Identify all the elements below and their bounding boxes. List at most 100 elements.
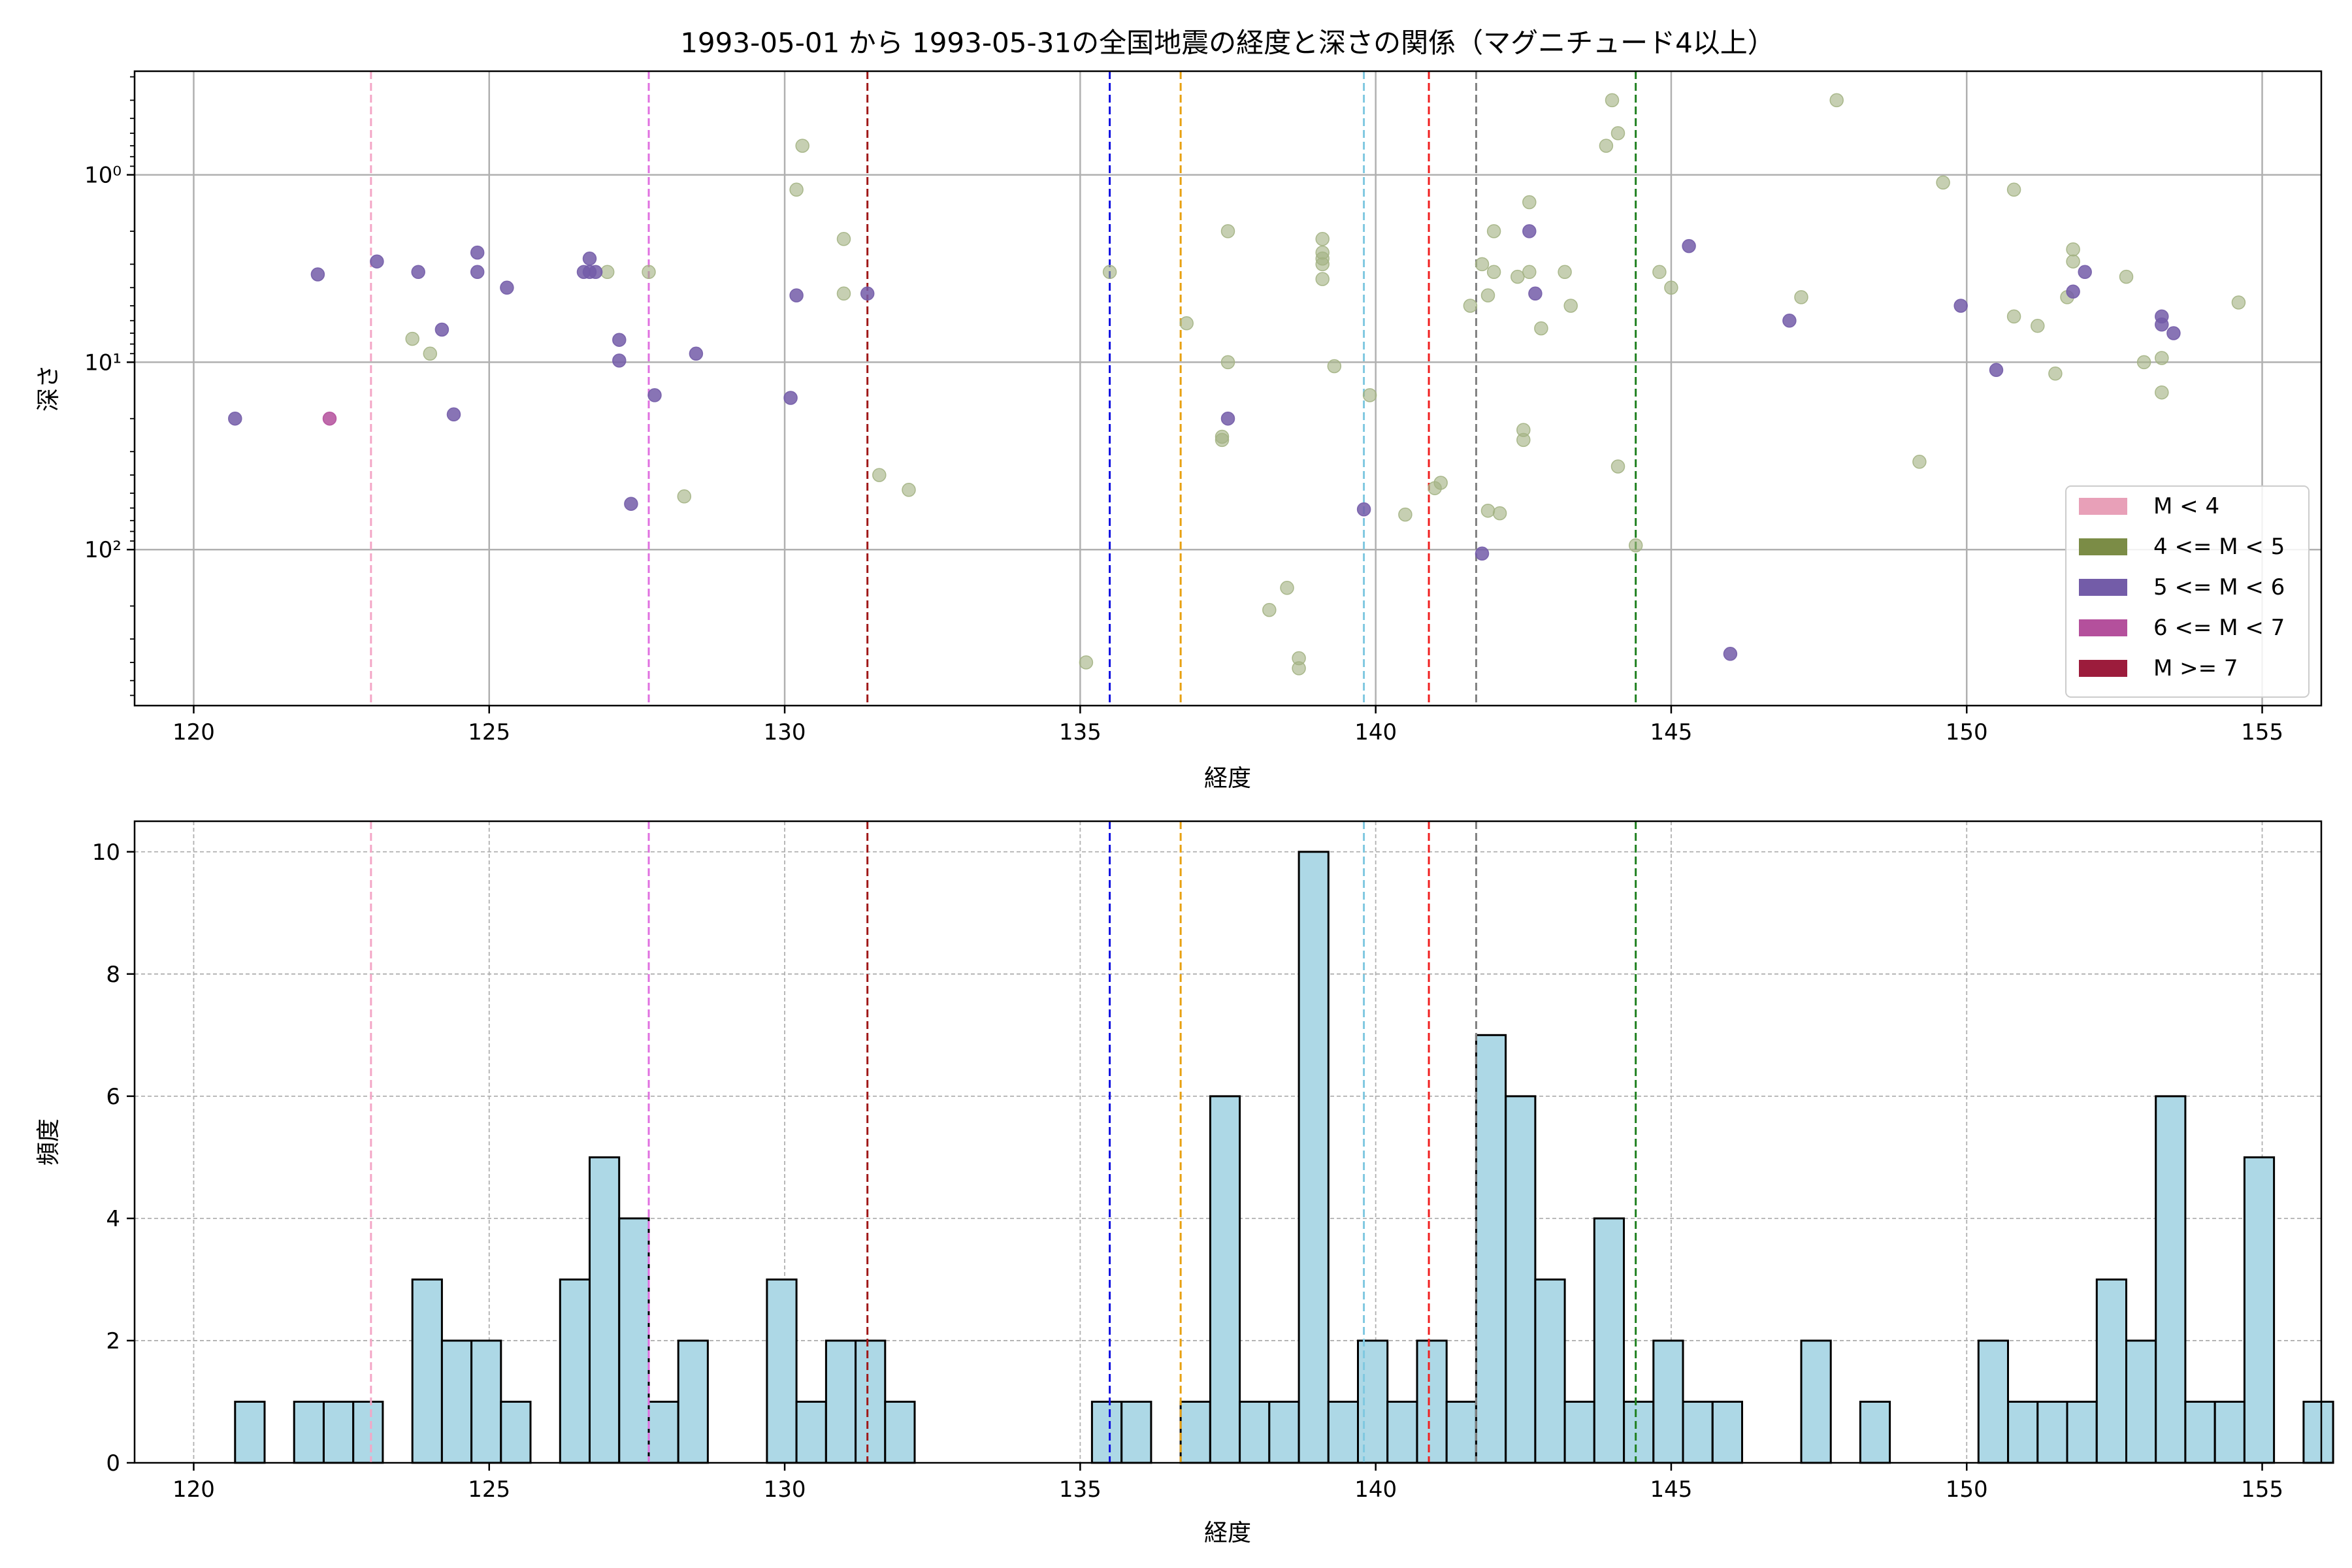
histogram-bar: [618, 1217, 650, 1464]
scatter-point: [1912, 455, 1927, 469]
scatter-point: [2066, 242, 2080, 257]
scatter-point: [1628, 538, 1643, 553]
scatter-y-ticks: 10⁰ 10¹ 10²: [84, 76, 135, 696]
histogram-bar: [1623, 1401, 1655, 1464]
histogram-bar: [2155, 1095, 2187, 1464]
scatter-point: [860, 286, 875, 301]
scatter-point: [1558, 265, 1572, 280]
scatter-point: [2231, 295, 2246, 310]
histogram-x-tick-label: 130: [764, 1477, 806, 1503]
scatter-point: [310, 267, 325, 282]
histogram-bar: [2066, 1401, 2098, 1464]
legend-swatch: [2079, 498, 2127, 515]
histogram-y-tick-label: 0: [106, 1450, 120, 1477]
scatter-point: [1179, 316, 1194, 331]
histogram-bar: [855, 1339, 887, 1464]
histogram-y-axis-label: 頻度: [35, 1119, 62, 1166]
histogram-bar: [2036, 1401, 2068, 1464]
scatter-point: [1989, 363, 2004, 378]
histogram-bar: [1682, 1401, 1714, 1464]
histogram-bar: [411, 1278, 443, 1464]
histogram-bar: [1179, 1401, 1211, 1464]
histogram-bar: [500, 1401, 532, 1464]
histogram-bar: [470, 1339, 502, 1464]
histogram-bar: [1977, 1339, 2010, 1464]
scatter-point: [1315, 257, 1330, 272]
scatter-x-tick-label: 145: [1650, 719, 1692, 745]
scatter-point: [1516, 433, 1531, 448]
scatter-point: [1280, 581, 1294, 595]
scatter-point: [1723, 647, 1738, 661]
histogram-x-tick-label: 150: [1946, 1477, 1988, 1503]
scatter-panel: 120 125 130 135 140 145 150 155 10⁰ 10¹ 10² 経度 深さ…: [35, 70, 2323, 792]
scatter-point: [588, 265, 603, 280]
scatter-y-tick-label: 10¹: [84, 350, 122, 376]
scatter-point: [1610, 126, 1625, 140]
scatter-point: [1486, 224, 1501, 238]
scatter-point: [1829, 93, 1844, 108]
scatter-point: [647, 388, 662, 402]
scatter-point: [582, 252, 597, 266]
legend-swatch: [2079, 619, 2127, 636]
histogram-bar: [677, 1339, 709, 1464]
scatter-point: [1475, 257, 1490, 272]
scatter-point: [1528, 286, 1543, 301]
histogram-bar: [2243, 1156, 2276, 1464]
histogram-bar: [1859, 1401, 1891, 1464]
scatter-point: [783, 391, 798, 405]
scatter-plot-frame: [133, 70, 2323, 707]
histogram-y-ticks: 0 2 4 6 8 10: [92, 840, 135, 1477]
histogram-bar: [1593, 1217, 1625, 1464]
scatter-x-tick-label: 155: [2241, 719, 2283, 745]
scatter-point: [872, 468, 887, 482]
histogram-bar: [1327, 1401, 1360, 1464]
scatter-point: [1362, 388, 1377, 402]
legend-swatch: [2079, 660, 2127, 677]
scatter-point: [1522, 195, 1537, 210]
scatter-x-axis-label: 経度: [1204, 765, 1251, 792]
scatter-point: [902, 483, 916, 497]
scatter-point: [1492, 506, 1507, 521]
histogram-bar: [352, 1401, 384, 1464]
scatter-point: [2119, 269, 2134, 284]
scatter-point: [1475, 546, 1490, 561]
scatter-point: [836, 286, 851, 301]
scatter-point: [1315, 232, 1330, 246]
histogram-y-tick-label: 4: [106, 1206, 120, 1232]
scatter-y-tick-label: 10²: [84, 537, 122, 563]
histogram-x-tick-label: 145: [1650, 1477, 1692, 1503]
scatter-y-axis-label: 深さ: [35, 365, 62, 412]
scatter-x-tick-label: 120: [172, 719, 215, 745]
scatter-x-tick-label: 130: [764, 719, 806, 745]
legend-label: 5 <= M < 6: [2153, 574, 2285, 600]
scatter-x-tick-label: 140: [1354, 719, 1397, 745]
histogram-bar: [2213, 1401, 2246, 1464]
histogram-bar: [1800, 1339, 1832, 1464]
histogram-bar: [1416, 1339, 1448, 1464]
scatter-point: [624, 497, 638, 511]
scatter-point: [2078, 265, 2092, 280]
scatter-point: [2155, 351, 2169, 365]
scatter-point: [1534, 321, 1548, 336]
histogram-bars: [234, 851, 2334, 1464]
legend-label: 6 <= M < 7: [2153, 615, 2285, 641]
scatter-point: [789, 288, 804, 302]
scatter-point: [470, 265, 485, 280]
legend-swatch: [2079, 579, 2127, 596]
histogram-bar: [1298, 851, 1330, 1464]
scatter-point: [470, 245, 485, 260]
scatter-point: [2066, 284, 2080, 299]
legend-label: M >= 7: [2153, 655, 2238, 681]
scatter-point: [2155, 385, 2169, 400]
scatter-point: [1433, 476, 1448, 490]
scatter-point: [1480, 288, 1495, 302]
histogram-y-tick-label: 10: [92, 840, 120, 866]
histogram-bar: [323, 1401, 355, 1464]
scatter-point: [1215, 433, 1230, 448]
scatter-point: [500, 280, 514, 295]
histogram-y-tick-label: 6: [106, 1084, 120, 1110]
scatter-point: [2031, 319, 2045, 333]
scatter-point: [1486, 265, 1501, 280]
scatter-point: [1356, 502, 1371, 517]
scatter-point: [1953, 299, 1968, 313]
